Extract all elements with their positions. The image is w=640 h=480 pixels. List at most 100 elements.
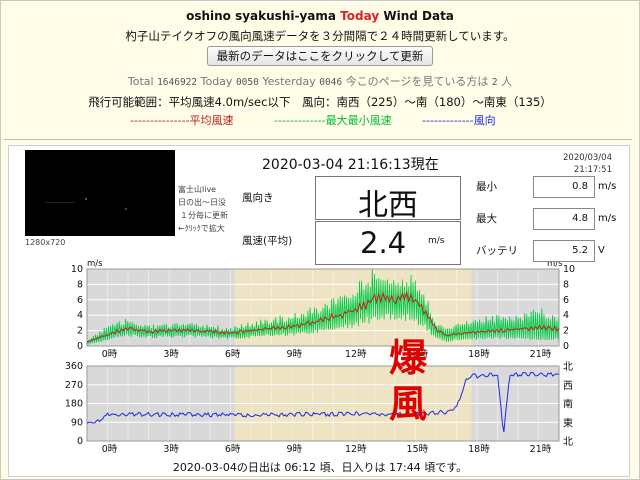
y-tick-label-right: 2 [563, 326, 569, 337]
y-tick-label: 0 [77, 341, 83, 352]
min-unit: m/s [598, 181, 617, 192]
y-tick-label-right: 8 [563, 279, 569, 290]
x-tick-label: 21時 [530, 444, 552, 455]
y-tick-label: 8 [77, 279, 83, 290]
y-tick-label: 90 [71, 417, 83, 428]
legend-dir: -------------風向 [422, 114, 496, 127]
x-tick-label: 15時 [407, 349, 429, 360]
wind-direction-line [86, 371, 560, 433]
wind-speed-value: 2.4 [360, 226, 407, 260]
viewers-count: 2 [491, 77, 498, 88]
title-station: oshino syakushi-yama [186, 9, 336, 23]
y-tick-label-right: 4 [563, 310, 569, 321]
flight-range-info: 飛行可能範囲：平均風速4.0m/sec以下 風向：南西（225）～南（180）～… [88, 95, 552, 109]
battery-label: バッテリ [476, 245, 518, 257]
wind-direction-value: 北西 [358, 188, 418, 223]
today-label: Today [200, 75, 233, 88]
plot-border [86, 365, 560, 442]
x-tick-label: 9時 [286, 349, 302, 360]
camera-enlarge-link[interactable]: ←ｸﾘｯｸで拡大 [178, 224, 225, 233]
min-label: 最小 [476, 181, 497, 193]
camera-caption-2: 日の出～日没 [178, 198, 226, 207]
battery-box: 5.2 [533, 240, 595, 262]
update-stamp: 2020/03/04 21:17:51 [548, 152, 612, 176]
total-label: Total [127, 75, 154, 88]
sunrise-sunset-info: 2020-03-04の日出は 06:12 頃、日入りは 17:44 頃です。 [172, 461, 468, 474]
viewers-label: 今このページを見ている方は [345, 75, 489, 88]
battery-unit: V [598, 245, 605, 256]
x-tick-label: 9時 [286, 444, 302, 455]
page-description: 杓子山テイクオフの風向風速データを３分間隔で２４時間更新しています。 [125, 29, 515, 43]
direction-chart: 0 北 90 東 180 南 270 西 360 北 0時 3時 6時 9時 12時 15時 18時 21時 [65, 361, 573, 455]
total-count: 1646922 [157, 77, 198, 88]
y-tick-label: 180 [65, 399, 83, 410]
y-tick-label-right: 東 [563, 416, 573, 429]
y-tick-label-right: 10 [563, 264, 575, 275]
yesterday-label: Yesterday [262, 75, 316, 88]
strong-wind-annotation: 爆風 [388, 336, 427, 426]
wind-speed-unit: m/s [428, 236, 445, 246]
x-tick-label: 3時 [163, 349, 179, 360]
max-value: 4.8 [572, 213, 588, 224]
y-tick-label: 270 [65, 380, 83, 391]
y-tick-label-right: 北 [563, 436, 573, 448]
current-datetime: 2020-03-04 21:16:13現在 [262, 157, 439, 173]
x-tick-label: 0時 [102, 349, 118, 360]
min-value: 0.8 [572, 181, 588, 192]
stamp-date: 2020/03/04 [563, 153, 612, 163]
title-today: Today [340, 9, 380, 23]
y-tick-label-right: 南 [563, 398, 573, 411]
wind-direction-box: 北西 [315, 176, 461, 223]
y-tick-label-right: 0 [563, 341, 569, 352]
battery-value: 5.2 [572, 245, 588, 256]
yesterday-count: 0046 [319, 77, 343, 88]
divider [4, 139, 632, 140]
page-title: oshino syakushi-yama Today Wind Data [0, 9, 640, 23]
max-label: 最大 [476, 213, 497, 225]
y-tick-label-right: 6 [563, 295, 569, 306]
y-tick-label: 0 [77, 436, 83, 447]
wind-speed-box: 2.4 m/s [315, 221, 461, 265]
today-count: 0050 [235, 77, 259, 88]
y-axis-unit: m/s [87, 259, 103, 269]
title-suffix: Wind Data [383, 9, 454, 23]
y-tick-label: 6 [77, 295, 83, 306]
x-tick-label: 0時 [102, 444, 118, 455]
speed-chart: 0 0 2 2 4 4 6 6 8 8 10 10 0時 3時 6時 9時 12時 15時 18時 21時 m/s m/s [71, 259, 575, 360]
viewers-unit: 人 [501, 75, 513, 88]
x-tick-label: 15時 [407, 444, 429, 455]
x-tick-label: 18時 [468, 444, 490, 455]
y-tick-label: 10 [71, 264, 83, 275]
y-tick-label: 360 [65, 361, 83, 372]
legend-maxmin: -------------最大最小風速 [274, 114, 392, 127]
access-counter: Total 1646922 Today 0050 Yesterday 0046 … [0, 73, 640, 89]
chart-legend: ---------------平均風速 -------------最大最小風速 … [130, 112, 530, 127]
fuji-live-camera[interactable] [25, 150, 175, 236]
camera-resolution: 1280x720 [25, 238, 66, 247]
camera-caption-1: 富士山live [178, 185, 217, 194]
x-tick-label: 21時 [530, 349, 552, 360]
y-axis-unit-right: m/s [547, 259, 563, 269]
x-tick-label: 18時 [468, 349, 490, 360]
y-tick-label-right: 北 [563, 361, 573, 373]
plot-border [86, 268, 560, 347]
y-tick-label-right: 西 [563, 381, 573, 392]
camera-caption-3: １分毎に更新 [180, 211, 228, 220]
x-tick-label: 12時 [345, 349, 367, 360]
wind-direction-label: 風向き [242, 192, 274, 204]
min-box: 0.8 [533, 176, 595, 198]
refresh-button[interactable]: 最新のデータはここをクリックして更新 [207, 46, 433, 66]
wind-speed-label: 風速(平均) [242, 235, 293, 247]
legend-avg: ---------------平均風速 [130, 114, 234, 127]
stamp-time: 21:17:51 [573, 165, 612, 175]
x-tick-label: 6時 [225, 349, 241, 360]
max-box: 4.8 [533, 208, 595, 230]
y-tick-label: 4 [77, 310, 83, 321]
average-speed-line [86, 291, 560, 343]
x-tick-label: 6時 [225, 444, 241, 455]
x-tick-label: 3時 [163, 444, 179, 455]
x-tick-label: 12時 [345, 444, 367, 455]
max-unit: m/s [598, 213, 617, 224]
y-tick-label: 2 [77, 326, 83, 337]
